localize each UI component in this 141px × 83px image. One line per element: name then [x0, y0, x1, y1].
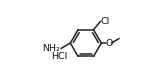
- Text: NH₂: NH₂: [42, 44, 60, 53]
- Text: HCl: HCl: [51, 52, 67, 61]
- Text: Cl: Cl: [101, 17, 110, 26]
- Text: O: O: [106, 39, 113, 48]
